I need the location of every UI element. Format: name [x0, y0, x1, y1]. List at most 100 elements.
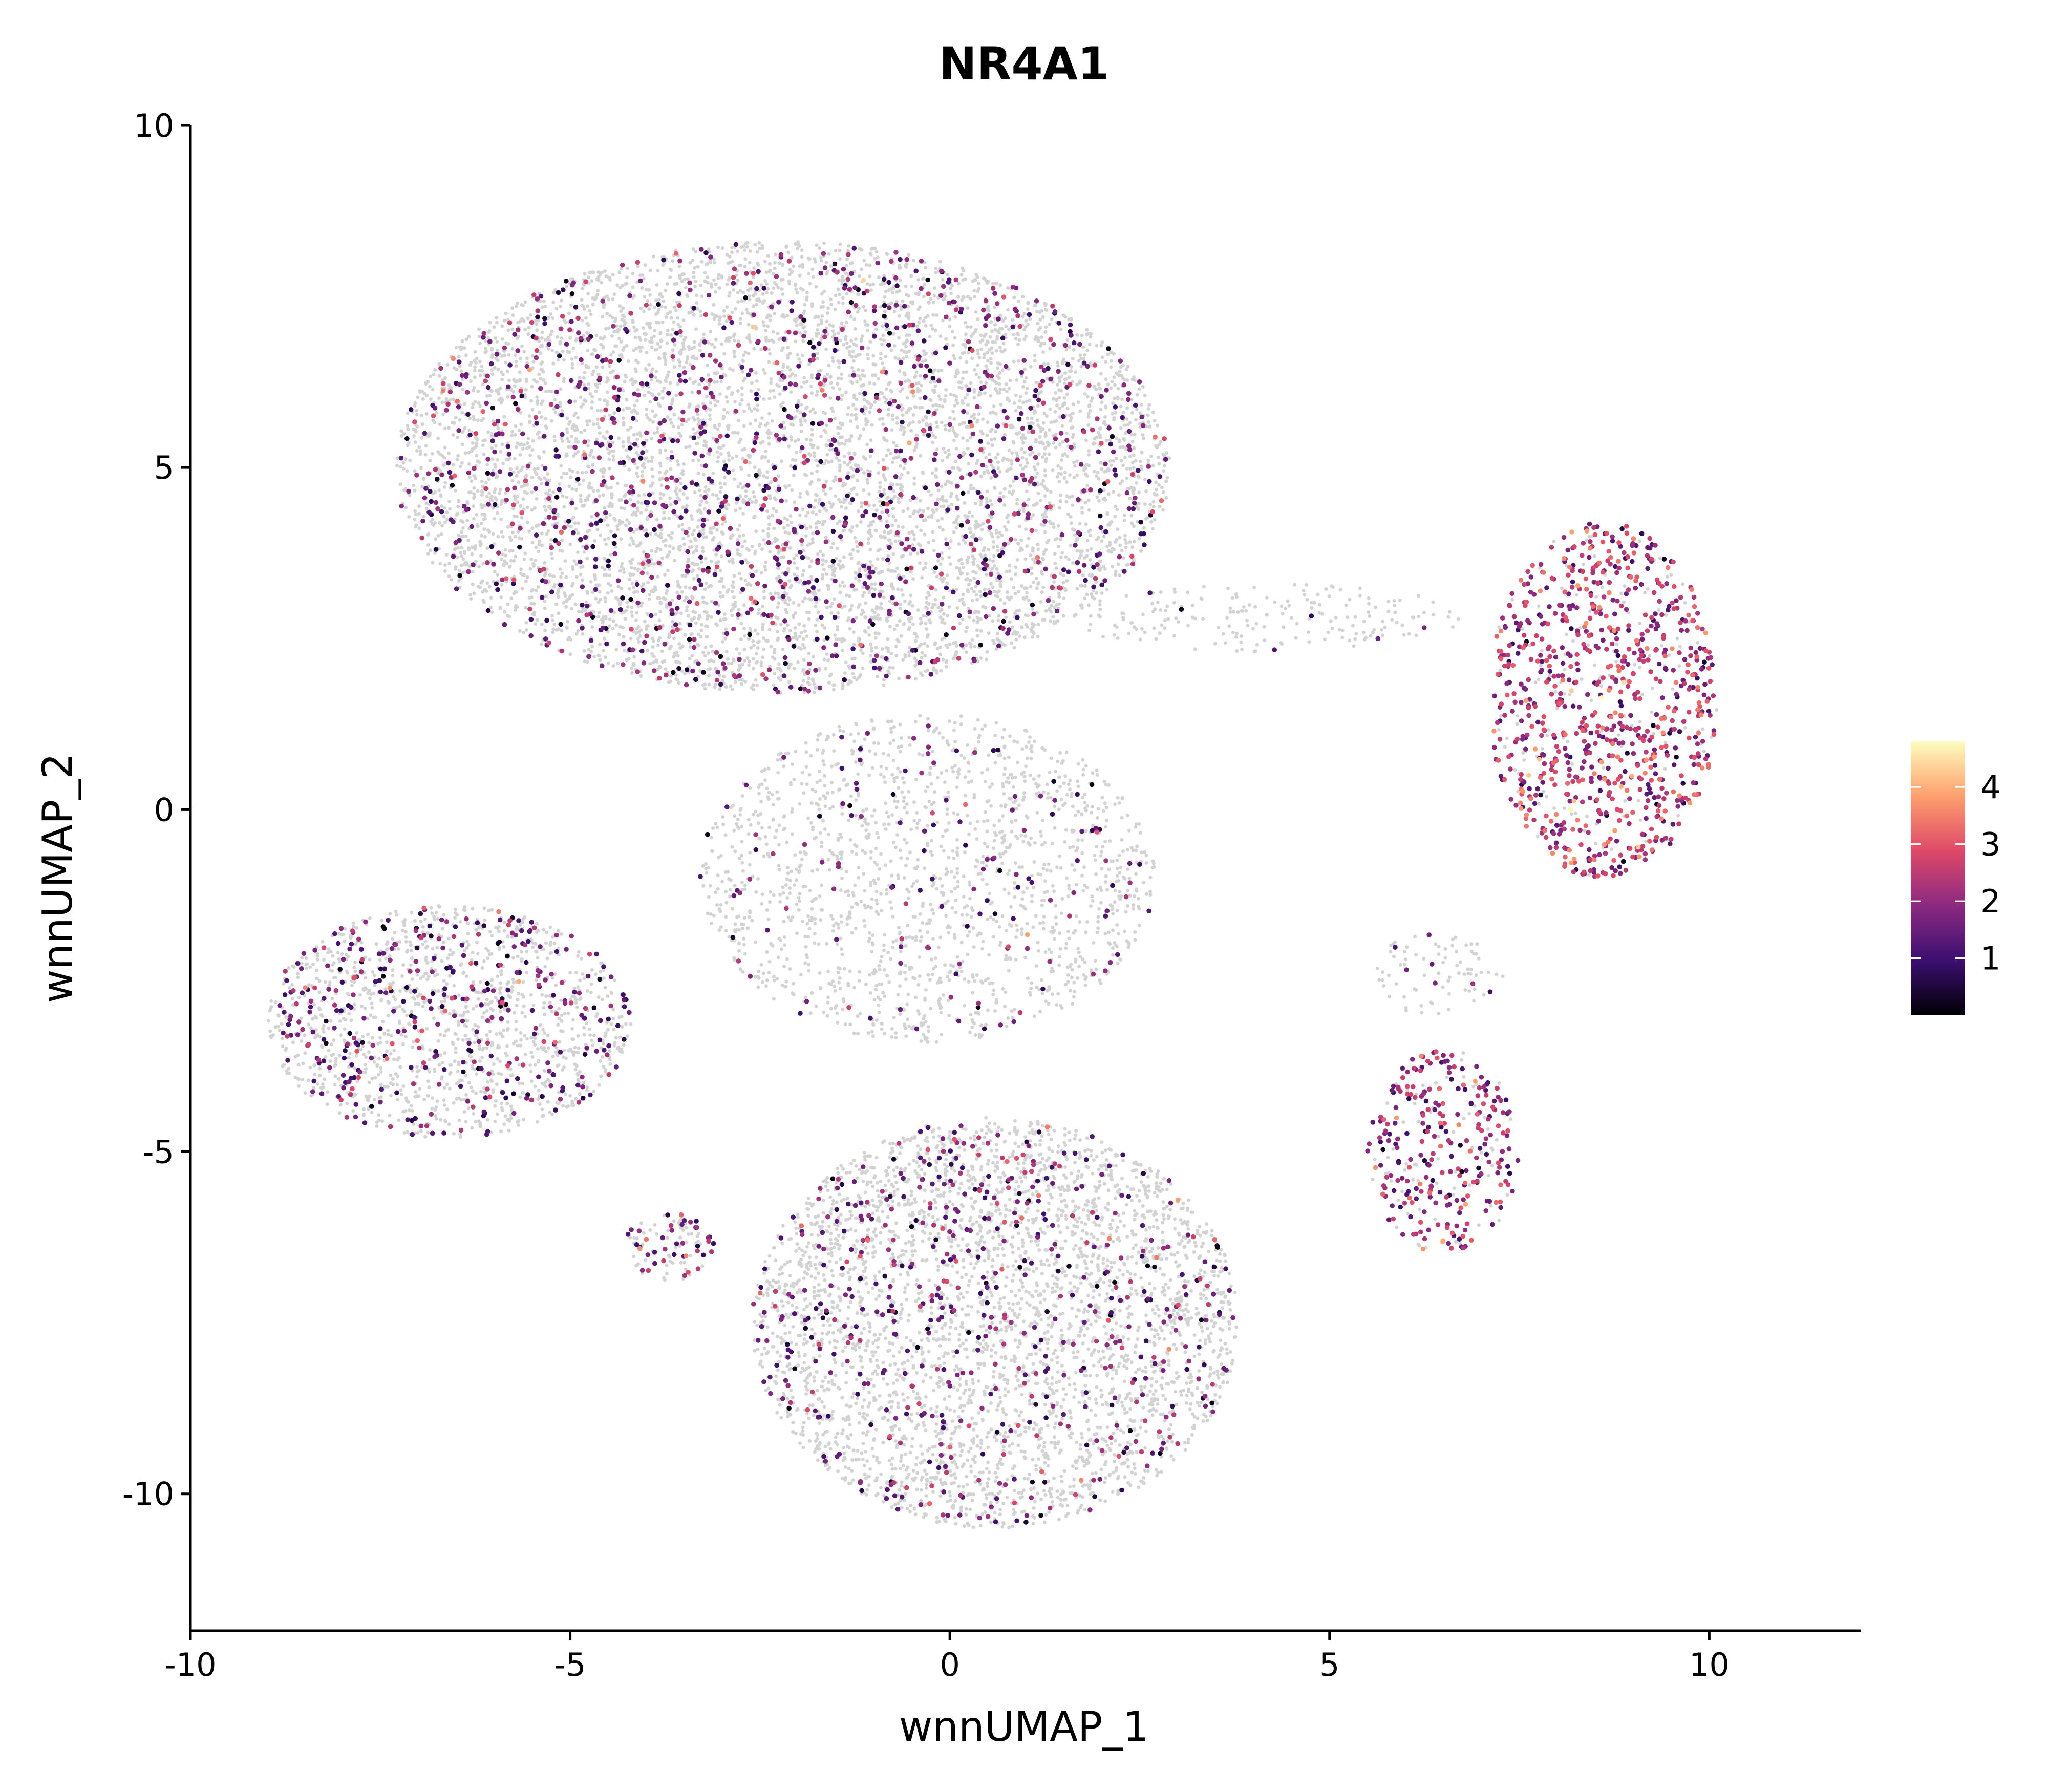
expressing-cell	[835, 451, 841, 456]
expressing-cell	[903, 768, 908, 774]
expressing-cell	[1104, 1242, 1110, 1248]
expressing-cell	[430, 969, 435, 974]
expressing-cell	[1109, 1295, 1114, 1301]
expressing-cell	[1620, 859, 1626, 864]
expressing-cell	[802, 1288, 807, 1293]
expressing-cell	[1642, 612, 1648, 617]
expressing-cell	[783, 571, 788, 577]
expressing-cell	[1521, 645, 1526, 650]
expressing-cell	[512, 332, 517, 337]
expressing-cell	[944, 541, 949, 547]
expressing-cell	[1521, 633, 1527, 638]
expressing-cell	[1012, 1210, 1017, 1215]
expressing-cell	[891, 1258, 897, 1264]
expressing-cell	[1005, 1159, 1010, 1164]
expressing-cell	[459, 943, 465, 948]
expressing-cell	[457, 381, 462, 387]
expressing-cell	[1619, 703, 1624, 709]
expressing-cell	[1063, 343, 1068, 348]
expressing-cell	[933, 1237, 938, 1243]
expressing-cell	[803, 1317, 808, 1323]
expressing-cell	[1014, 1156, 1019, 1161]
expressing-cell	[952, 1137, 957, 1142]
expressing-cell	[1386, 1138, 1392, 1143]
expressing-cell	[1108, 441, 1113, 447]
expressing-cell	[1584, 587, 1589, 592]
expressing-cell	[625, 1232, 631, 1237]
expressing-cell	[1574, 731, 1580, 736]
expressing-cell	[1626, 647, 1632, 652]
expressing-cell	[1471, 1179, 1476, 1185]
expressing-cell	[1491, 1098, 1497, 1104]
expressing-cell	[1614, 570, 1619, 575]
expressing-cell	[751, 312, 756, 317]
expressing-cell	[972, 658, 977, 664]
expressing-cell	[749, 564, 754, 569]
expressing-cell	[782, 618, 787, 624]
expressing-cell	[859, 814, 864, 819]
expressing-cell	[1024, 1513, 1030, 1518]
expressing-cell	[1079, 829, 1084, 834]
expressing-cell	[699, 247, 704, 252]
expressing-cell	[1590, 570, 1595, 575]
expressing-cell	[1610, 741, 1615, 746]
expressing-cell	[378, 1099, 383, 1105]
expressing-cell	[804, 999, 809, 1004]
expressing-cell	[1505, 1182, 1511, 1187]
expressing-cell	[1094, 829, 1100, 835]
expressing-cell	[472, 1059, 477, 1064]
expressing-cell	[880, 369, 885, 374]
expressing-cell	[948, 1178, 953, 1184]
expressing-cell	[414, 473, 419, 478]
expressing-cell	[1530, 641, 1535, 647]
expressing-cell	[567, 327, 572, 332]
expressing-cell	[441, 992, 447, 997]
expressing-cell	[1587, 521, 1592, 527]
expressing-cell	[401, 999, 406, 1004]
expressing-cell	[872, 334, 877, 339]
expressing-cell	[921, 338, 927, 344]
expressing-cell	[1118, 358, 1123, 364]
expressing-cell	[1455, 1112, 1460, 1117]
expressing-cell	[1404, 1130, 1410, 1136]
expressing-cell	[557, 353, 562, 358]
expressing-cell	[706, 292, 712, 298]
expressing-cell	[627, 489, 632, 495]
expressing-cell	[1611, 873, 1616, 878]
expressing-cell	[475, 920, 480, 925]
expressing-cell	[1171, 1412, 1177, 1417]
expressing-cell	[1031, 611, 1036, 617]
expressing-cell	[969, 452, 974, 458]
expressing-cell	[1486, 1116, 1491, 1122]
expressing-cell	[602, 1048, 607, 1053]
expressing-cell	[548, 1004, 553, 1010]
expressing-cell	[1043, 566, 1048, 572]
expressing-cell	[1599, 695, 1604, 700]
expressing-cell	[940, 1226, 945, 1231]
expressing-cell	[816, 372, 821, 378]
expressing-cell	[316, 1057, 321, 1062]
expressing-cell	[892, 1331, 897, 1337]
expressing-cell	[514, 970, 520, 975]
expressing-cell	[1582, 759, 1587, 764]
expressing-cell	[1108, 1435, 1114, 1440]
expressing-cell	[485, 1086, 490, 1092]
expressing-cell	[1660, 730, 1666, 735]
expressing-cell	[1009, 1319, 1014, 1325]
expressing-cell	[988, 571, 994, 577]
expressing-cell	[412, 1025, 418, 1030]
expressing-cell	[644, 381, 650, 387]
background-cell-group	[628, 1213, 711, 1282]
expressing-cell	[924, 364, 929, 369]
expressing-cell	[750, 573, 755, 578]
expressing-cell	[1430, 1178, 1436, 1183]
expressing-cell	[1671, 668, 1676, 673]
expressing-cell	[312, 948, 317, 953]
expressing-cell	[877, 666, 882, 671]
expressing-cell	[1631, 536, 1636, 541]
expressing-cell	[932, 659, 938, 665]
expressing-cell	[1029, 528, 1035, 534]
expressing-cell	[572, 444, 578, 450]
expressing-cell	[1426, 932, 1432, 937]
expressing-cell	[1582, 716, 1587, 721]
